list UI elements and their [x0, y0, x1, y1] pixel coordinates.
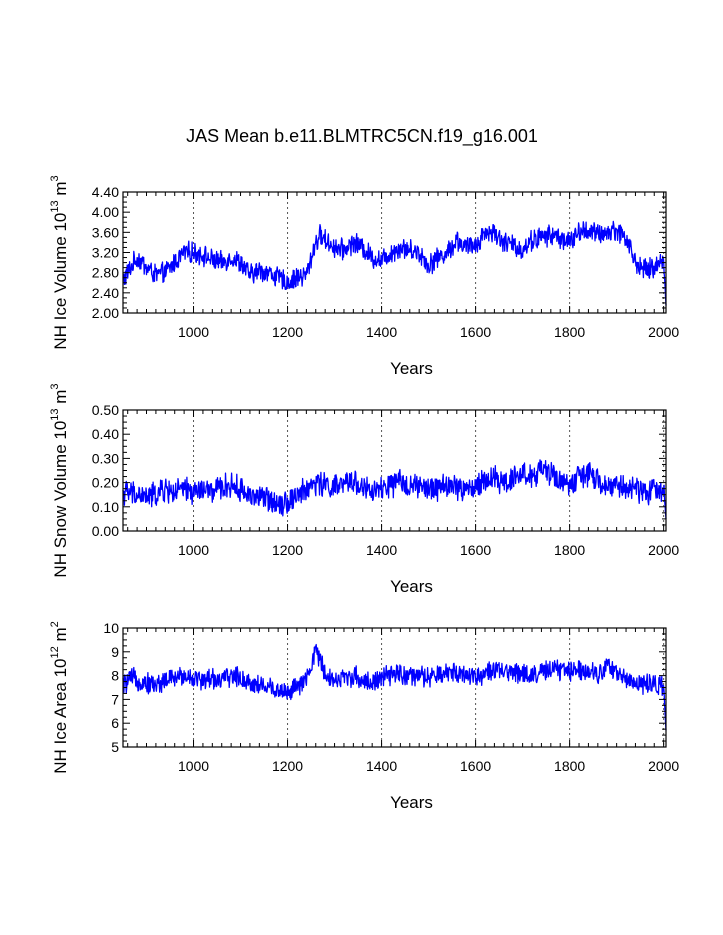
y-label-exponent: 13	[49, 408, 61, 420]
y-tick-label: 4.00	[92, 204, 119, 220]
series-line	[122, 220, 667, 306]
x-tick-label: 2000	[648, 542, 679, 558]
x-tick-label: 1000	[178, 324, 209, 340]
x-tick-label: 1600	[460, 542, 491, 558]
x-axis-label: Years	[390, 793, 433, 812]
x-tick-label: 1600	[460, 324, 491, 340]
y-label-main: NH Ice Volume 10	[51, 213, 70, 350]
y-tick-label: 3.20	[92, 245, 119, 261]
x-tick-label: 1200	[272, 758, 303, 774]
x-tick-label: 1200	[272, 324, 303, 340]
panel-1: 1000 1200 1400 1600 1800 2000 2.00 2.40 2.80 3.20…	[49, 175, 679, 378]
x-tick-label: 1400	[366, 324, 397, 340]
y-tick-label: 0.50	[92, 402, 119, 418]
y-tick-label: 0.30	[92, 450, 119, 466]
series-line	[122, 459, 667, 519]
y-axis-label: NH Ice Area 1012 m2	[49, 621, 70, 774]
x-tick-label: 1800	[554, 542, 585, 558]
y-axis-label: NH Snow Volume 1013 m3	[49, 383, 70, 577]
x-tick-label: 1600	[460, 758, 491, 774]
x-tick-label: 1800	[554, 758, 585, 774]
y-tick-label: 10	[103, 620, 119, 636]
y-label-unit-exponent: 2	[49, 621, 61, 627]
y-label-unit: m	[51, 390, 70, 409]
y-tick-label: 9	[111, 644, 119, 660]
y-label-unit-exponent: 3	[49, 175, 61, 181]
y-label-unit: m	[51, 181, 70, 200]
series-line	[122, 643, 667, 731]
y-tick-label: 2.00	[92, 305, 119, 321]
y-tick-label: 8	[111, 668, 119, 684]
y-tick-label: 4.40	[92, 184, 119, 200]
x-axis-label: Years	[390, 577, 433, 596]
x-tick-label: 1200	[272, 542, 303, 558]
chart-title: JAS Mean b.e11.BLMTRC5CN.f19_g16.001	[186, 126, 538, 147]
panel-3: 1000 1200 1400 1600 1800 2000 5 6 7 8 9 10 Years NH I…	[49, 620, 679, 812]
y-tick-label: 2.80	[92, 265, 119, 281]
x-tick-label: 1000	[178, 758, 209, 774]
y-label-exponent: 13	[49, 200, 61, 212]
x-tick-label: 2000	[648, 758, 679, 774]
x-tick-label: 1400	[366, 758, 397, 774]
y-label-main: NH Snow Volume 10	[51, 421, 70, 578]
y-label-unit: m	[51, 627, 70, 646]
y-tick-label: 0.10	[92, 499, 119, 515]
y-tick-label: 2.40	[92, 285, 119, 301]
y-tick-label: 0.40	[92, 426, 119, 442]
y-axis-label: NH Ice Volume 1013 m3	[49, 175, 70, 349]
y-label-exponent: 12	[49, 646, 61, 658]
x-axis-label: Years	[390, 359, 433, 378]
y-label-main: NH Ice Area 10	[51, 658, 70, 773]
y-tick-label: 5	[111, 739, 119, 755]
x-tick-label: 1800	[554, 324, 585, 340]
panel-2: 1000 1200 1400 1600 1800 2000 0.00 0.10 0.20 0.30…	[49, 383, 679, 596]
x-tick-label: 2000	[648, 324, 679, 340]
x-tick-label: 1000	[178, 542, 209, 558]
y-tick-label: 7	[111, 691, 119, 707]
y-tick-label: 0.00	[92, 523, 119, 539]
x-tick-label: 1400	[366, 542, 397, 558]
y-tick-label: 3.60	[92, 224, 119, 240]
plot-frame	[122, 627, 667, 748]
y-label-unit-exponent: 3	[49, 383, 61, 389]
y-tick-label: 0.20	[92, 475, 119, 491]
y-tick-label: 6	[111, 715, 119, 731]
